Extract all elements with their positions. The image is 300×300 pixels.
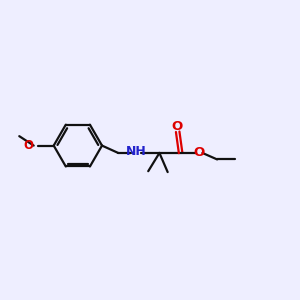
Text: O: O xyxy=(24,139,34,152)
Text: O: O xyxy=(172,120,183,133)
Text: NH: NH xyxy=(125,145,146,158)
Text: O: O xyxy=(193,146,205,159)
